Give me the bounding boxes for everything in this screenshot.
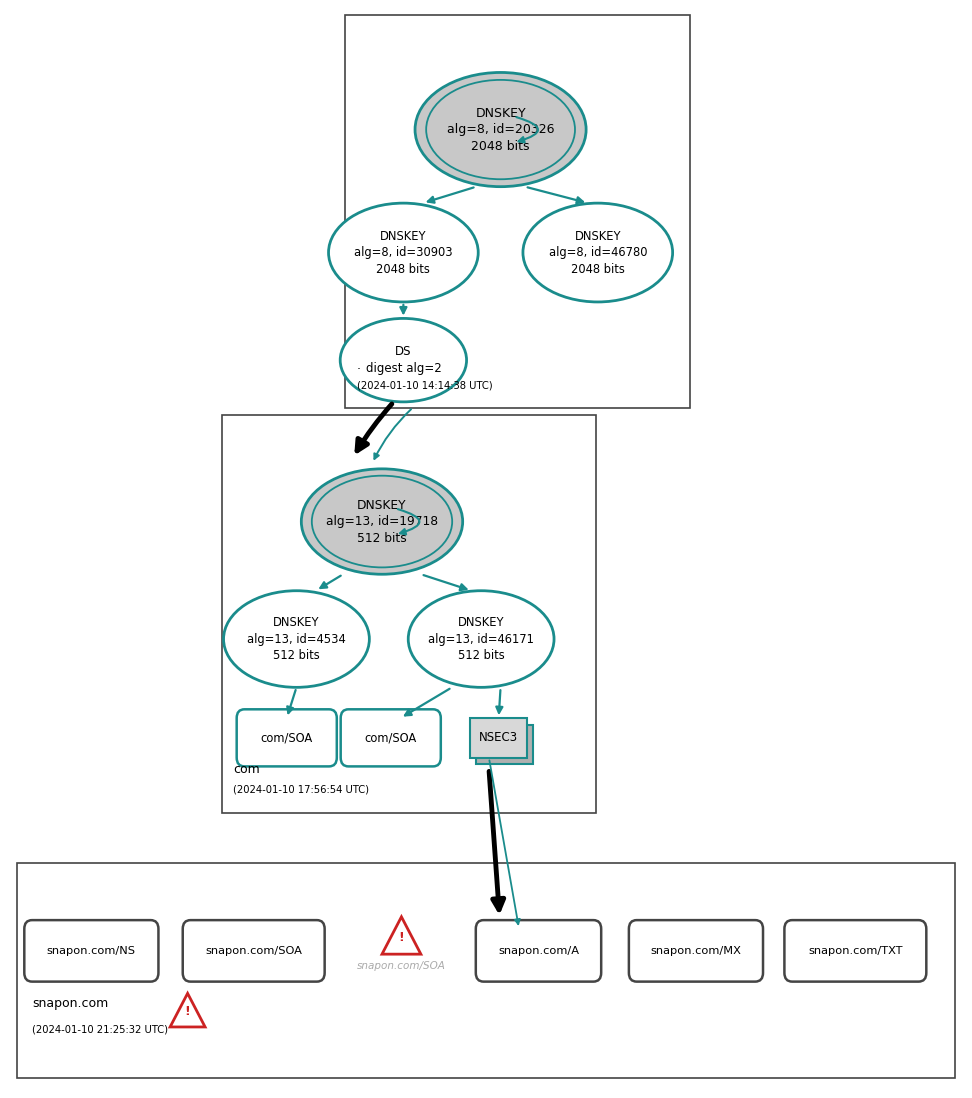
Text: snapon.com/A: snapon.com/A xyxy=(498,945,579,956)
FancyArrowPatch shape xyxy=(489,772,503,910)
Text: DNSKEY
alg=13, id=19718
512 bits: DNSKEY alg=13, id=19718 512 bits xyxy=(326,498,438,545)
Ellipse shape xyxy=(408,591,554,687)
Text: !: ! xyxy=(185,1006,191,1018)
FancyBboxPatch shape xyxy=(183,920,325,982)
FancyBboxPatch shape xyxy=(24,920,158,982)
FancyBboxPatch shape xyxy=(784,920,926,982)
Text: snapon.com/SOA: snapon.com/SOA xyxy=(357,961,446,972)
Bar xyxy=(17,863,955,1078)
FancyArrowPatch shape xyxy=(489,760,520,925)
Ellipse shape xyxy=(523,203,673,302)
FancyArrowPatch shape xyxy=(398,509,419,535)
Ellipse shape xyxy=(415,72,586,187)
Text: snapon.com/MX: snapon.com/MX xyxy=(650,945,742,956)
Bar xyxy=(476,725,533,764)
FancyArrowPatch shape xyxy=(288,690,295,713)
Text: com/SOA: com/SOA xyxy=(364,731,417,744)
Text: (2024-01-10 21:25:32 UTC): (2024-01-10 21:25:32 UTC) xyxy=(32,1024,168,1034)
Text: DNSKEY
alg=8, id=20326
2048 bits: DNSKEY alg=8, id=20326 2048 bits xyxy=(447,107,554,153)
Text: !: ! xyxy=(399,931,404,944)
Bar xyxy=(470,718,527,758)
Polygon shape xyxy=(382,917,421,954)
FancyBboxPatch shape xyxy=(237,709,336,766)
Text: snapon.com/TXT: snapon.com/TXT xyxy=(808,945,903,956)
FancyBboxPatch shape xyxy=(476,920,601,982)
Text: DNSKEY
alg=8, id=30903
2048 bits: DNSKEY alg=8, id=30903 2048 bits xyxy=(354,229,453,276)
Text: com: com xyxy=(233,763,260,776)
Bar xyxy=(345,15,690,408)
FancyArrowPatch shape xyxy=(528,188,583,203)
FancyBboxPatch shape xyxy=(341,709,441,766)
FancyArrowPatch shape xyxy=(405,688,450,716)
FancyArrowPatch shape xyxy=(400,305,406,313)
Text: snapon.com/SOA: snapon.com/SOA xyxy=(205,945,302,956)
Ellipse shape xyxy=(301,469,463,574)
Text: NSEC3: NSEC3 xyxy=(479,731,518,744)
Text: DS
digest alg=2: DS digest alg=2 xyxy=(365,346,441,374)
Text: snapon.com: snapon.com xyxy=(32,997,108,1010)
Text: .: . xyxy=(357,359,361,372)
Text: snapon.com/NS: snapon.com/NS xyxy=(47,945,136,956)
FancyArrowPatch shape xyxy=(321,575,341,589)
Ellipse shape xyxy=(224,591,369,687)
Text: (2024-01-10 17:56:54 UTC): (2024-01-10 17:56:54 UTC) xyxy=(233,785,369,795)
Bar xyxy=(222,415,596,813)
Polygon shape xyxy=(170,994,205,1027)
Text: DNSKEY
alg=13, id=4534
512 bits: DNSKEY alg=13, id=4534 512 bits xyxy=(247,616,346,662)
FancyArrowPatch shape xyxy=(424,575,467,590)
Ellipse shape xyxy=(340,318,467,402)
Text: (2024-01-10 14:14:38 UTC): (2024-01-10 14:14:38 UTC) xyxy=(357,381,493,391)
FancyArrowPatch shape xyxy=(357,404,392,451)
Text: com/SOA: com/SOA xyxy=(260,731,313,744)
FancyArrowPatch shape xyxy=(428,188,473,203)
Text: DNSKEY
alg=13, id=46171
512 bits: DNSKEY alg=13, id=46171 512 bits xyxy=(429,616,534,662)
Text: DNSKEY
alg=8, id=46780
2048 bits: DNSKEY alg=8, id=46780 2048 bits xyxy=(548,229,647,276)
FancyBboxPatch shape xyxy=(629,920,763,982)
FancyArrowPatch shape xyxy=(374,410,411,459)
FancyArrowPatch shape xyxy=(516,117,538,143)
FancyArrowPatch shape xyxy=(497,691,503,713)
Ellipse shape xyxy=(329,203,478,302)
